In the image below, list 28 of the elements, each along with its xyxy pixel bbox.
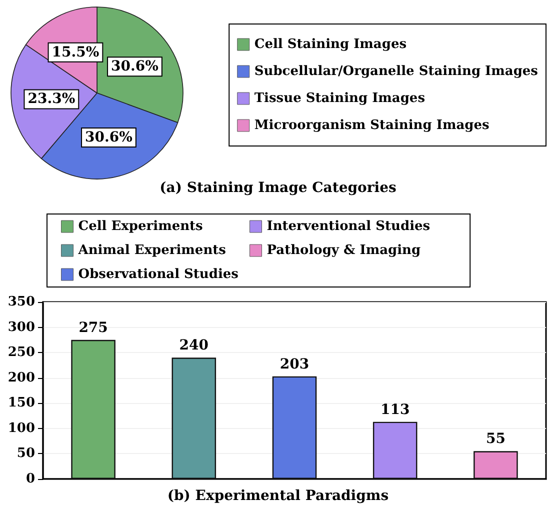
data-label: 240 <box>179 338 209 354</box>
y-tick-label: 200 <box>8 370 35 386</box>
data-label: 15.5% <box>52 44 100 60</box>
y-tick-label: 50 <box>16 446 35 462</box>
y-tick-label: 350 <box>8 294 35 310</box>
data-label: 203 <box>280 356 310 372</box>
data-label: 30.6% <box>85 129 132 146</box>
legend-label: Observational Studies <box>78 267 238 282</box>
data-label: 55 <box>486 431 506 448</box>
legend-label: Cell Experiments <box>78 219 203 234</box>
legend-label: Subcellular/Organelle Staining Images <box>254 64 538 79</box>
text: (a) Staining Image Categories <box>160 180 396 196</box>
y-tick-label: 100 <box>8 420 35 436</box>
y-tick-label: 300 <box>8 320 35 335</box>
legend-label: Pathology & Imaging <box>266 243 421 258</box>
data-label: 30.6% <box>111 58 158 75</box>
legend-label: Tissue Staining Images <box>254 91 426 106</box>
y-tick-label: 250 <box>8 345 35 360</box>
legend-label: Animal Experiments <box>77 243 226 258</box>
y-tick-label: 0 <box>26 472 35 486</box>
legend-label: Microorganism Staining Images <box>254 118 490 133</box>
text: (b) Experimental Paradigms <box>167 488 389 504</box>
y-tick-label: 150 <box>8 396 35 411</box>
data-label: 113 <box>380 402 410 418</box>
legend-label: Cell Staining Images <box>254 37 407 52</box>
data-label: 23.3% <box>28 91 76 108</box>
data-label: 275 <box>78 320 108 336</box>
legend-label: Interventional Studies <box>266 219 430 234</box>
